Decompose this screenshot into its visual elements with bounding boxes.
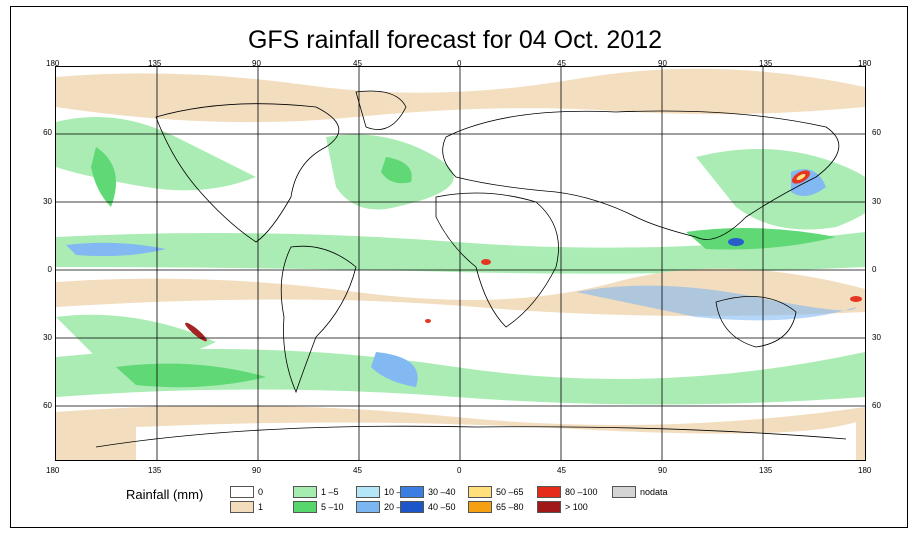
lat-label-right-0: 0 (872, 265, 877, 274)
legend-title: Rainfall (mm) (126, 487, 204, 502)
legend-label-12: nodata (640, 487, 668, 497)
lon-label-bottom-180w: 180 (46, 466, 60, 475)
lon-label-top-90w: 90 (252, 59, 261, 68)
legend-label-11: > 100 (565, 502, 588, 512)
legend-swatch-5 (356, 501, 380, 513)
lon-label-bottom-135e: 135 (759, 466, 773, 475)
legend-swatch-10 (537, 486, 561, 498)
legend-swatch-7 (400, 501, 424, 513)
lon-label-bottom-45e: 45 (557, 466, 566, 475)
lon-label-bottom-45w: 45 (353, 466, 362, 475)
legend-swatch-1 (230, 501, 254, 513)
figure-frame (10, 6, 908, 528)
legend-label-7: 40 –50 (428, 502, 456, 512)
legend-swatch-2 (293, 486, 317, 498)
lat-label-left-30n: 30 (43, 197, 52, 206)
legend-label-10: 80 –100 (565, 487, 598, 497)
legend-swatch-11 (537, 501, 561, 513)
lon-label-top-180e: 180 (858, 59, 872, 68)
lon-label-top-0: 0 (457, 59, 462, 68)
legend-label-4: 10 –20 (384, 487, 412, 497)
legend-label-0: 0 (258, 487, 264, 497)
lon-label-bottom-180e: 180 (858, 466, 872, 475)
rainfall-map (55, 66, 866, 461)
legend-label-1: 1 (258, 502, 264, 512)
lon-label-top-135w: 135 (148, 59, 162, 68)
legend-swatch-9 (468, 501, 492, 513)
legend-swatch-6 (400, 486, 424, 498)
lat-label-left-60s: 60 (43, 401, 52, 410)
lon-label-bottom-90w: 90 (252, 466, 261, 475)
lon-label-top-180w: 180 (46, 59, 60, 68)
legend-swatch-12 (612, 486, 636, 498)
lat-label-right-30n: 30 (872, 197, 881, 206)
lat-label-left-0: 0 (47, 265, 52, 274)
legend-label-9: 65 –80 (496, 502, 524, 512)
legend-label-3: 5 –10 (321, 502, 344, 512)
lon-label-top-45e: 45 (557, 59, 566, 68)
lon-label-bottom-90e: 90 (658, 466, 667, 475)
lat-label-right-60n: 60 (872, 128, 881, 137)
lon-label-bottom-0: 0 (457, 466, 462, 475)
coastlines (95, 90, 847, 448)
lat-label-right-30s: 30 (872, 333, 881, 342)
graticule (56, 67, 865, 460)
lat-label-right-60s: 60 (872, 401, 881, 410)
legend-swatch-4 (356, 486, 380, 498)
legend-label-5: 20 –30 (384, 502, 412, 512)
legend-swatch-3 (293, 501, 317, 513)
map-canvas (56, 67, 865, 460)
legend-label-6: 30 –40 (428, 487, 456, 497)
lon-label-bottom-135w: 135 (148, 466, 162, 475)
legend-label-2: 1 –5 (321, 487, 339, 497)
lat-label-left-30s: 30 (43, 333, 52, 342)
legend-swatch-8 (468, 486, 492, 498)
legend-swatch-0 (230, 486, 254, 498)
lon-label-top-90e: 90 (658, 59, 667, 68)
map-title: GFS rainfall forecast for 04 Oct. 2012 (247, 26, 663, 54)
lon-label-top-45w: 45 (353, 59, 362, 68)
lat-label-left-60n: 60 (43, 128, 52, 137)
legend-label-8: 50 –65 (496, 487, 524, 497)
lon-label-top-135e: 135 (759, 59, 773, 68)
